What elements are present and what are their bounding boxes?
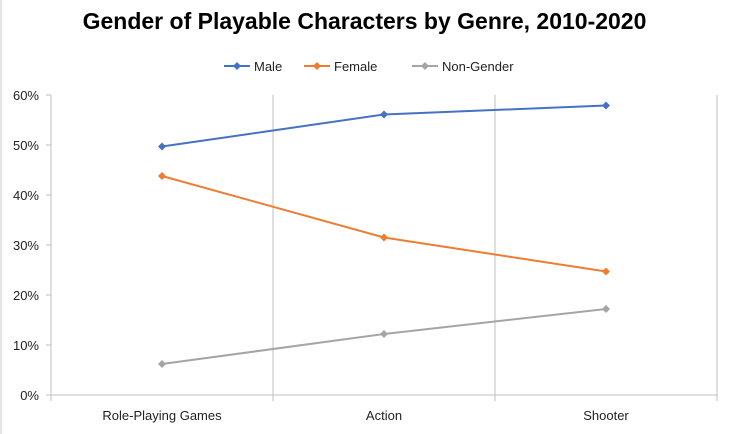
y-tick-label: 10% <box>13 338 39 353</box>
data-point-female <box>380 233 388 242</box>
chart-title: Gender of Playable Characters by Genre, … <box>82 8 647 34</box>
x-tick-label: Action <box>366 408 402 423</box>
legend-label: Non-Gender <box>442 59 514 74</box>
data-point-non-gender <box>380 330 388 338</box>
data-point-non-gender <box>602 305 610 313</box>
data-point-male <box>380 110 388 119</box>
y-tick-label: 0% <box>20 388 39 403</box>
legend-label: Male <box>254 59 282 74</box>
data-point-female <box>158 172 166 180</box>
x-tick-label: Shooter <box>583 408 629 423</box>
legend-marker <box>313 62 321 70</box>
y-tick-label: 20% <box>13 288 39 303</box>
data-point-male <box>602 101 610 110</box>
y-tick-label: 50% <box>13 138 39 153</box>
y-tick-label: 40% <box>13 188 39 203</box>
y-tick-label: 60% <box>13 88 39 103</box>
x-tick-label: Role-Playing Games <box>102 408 222 423</box>
legend-marker <box>233 62 241 70</box>
series-line-female <box>161 175 607 273</box>
legend-marker <box>421 62 429 70</box>
data-point-non-gender <box>158 360 166 368</box>
data-point-male <box>158 142 166 151</box>
data-point-female <box>602 267 610 276</box>
y-tick-label: 30% <box>13 238 39 253</box>
legend-label: Female <box>334 59 377 74</box>
